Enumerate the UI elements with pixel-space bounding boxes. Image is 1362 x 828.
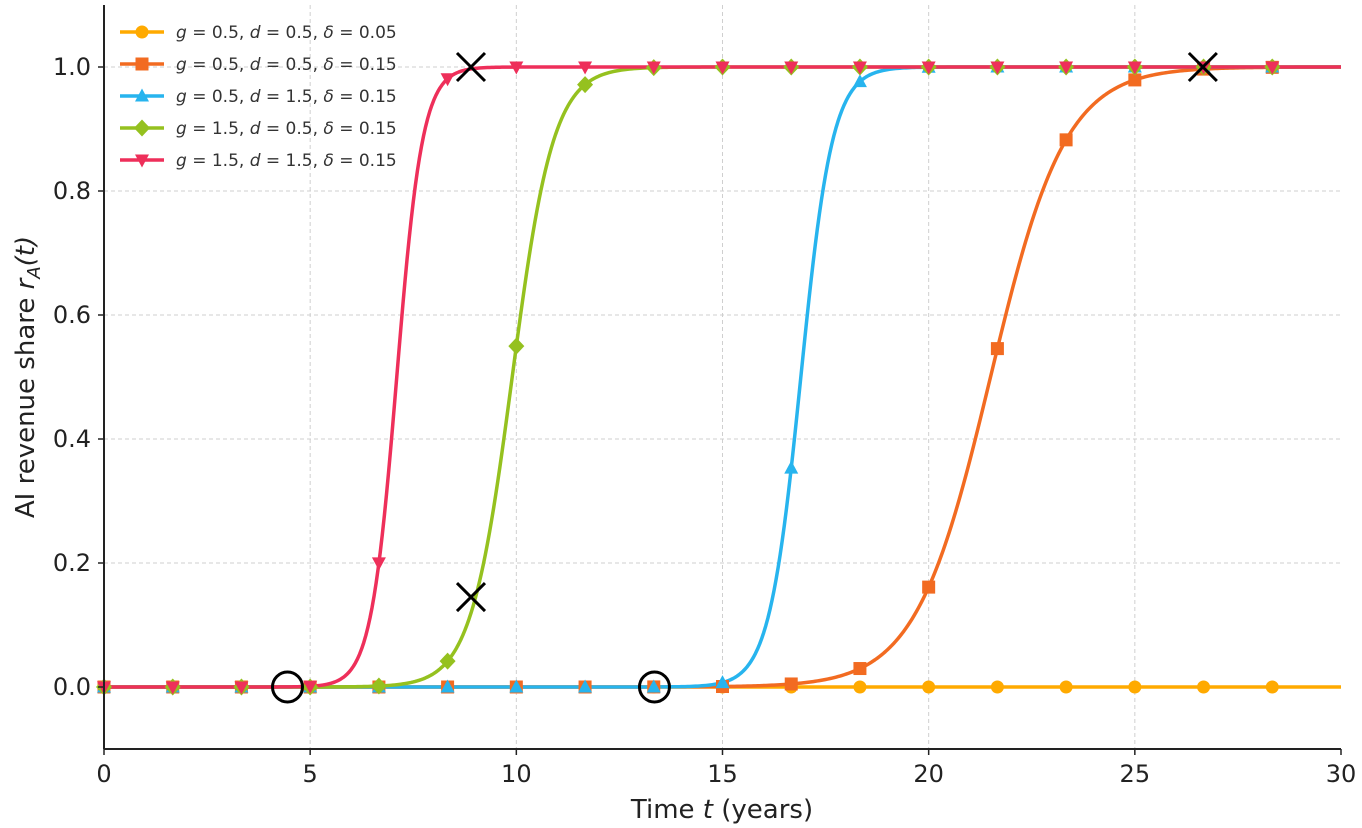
series-5-point bbox=[1127, 61, 1142, 75]
series-3-point bbox=[646, 679, 661, 693]
axes bbox=[98, 5, 1342, 755]
series-1-point bbox=[853, 680, 867, 694]
series-5-point bbox=[715, 61, 730, 75]
y-tick-label: 0.4 bbox=[53, 425, 91, 453]
legend-swatch-marker bbox=[135, 25, 149, 39]
series-5-point bbox=[646, 61, 661, 75]
y-tick-label: 1.0 bbox=[53, 53, 91, 81]
annotation-cross bbox=[1187, 51, 1218, 83]
series-3-point bbox=[784, 460, 799, 474]
series-5-point bbox=[1265, 61, 1280, 75]
series-5-point bbox=[578, 61, 593, 75]
legend-item: g = 1.5, d = 1.5, δ = 0.15 bbox=[120, 151, 397, 171]
series-5-point bbox=[165, 681, 180, 695]
series-2-point bbox=[1128, 73, 1142, 87]
legend-swatch-marker bbox=[134, 119, 150, 137]
y-tick-label: 0.0 bbox=[53, 673, 91, 701]
annotation-cross bbox=[455, 51, 487, 83]
annotation-circle bbox=[270, 670, 304, 704]
legend-label: g = 1.5, d = 1.5, δ = 0.15 bbox=[176, 151, 397, 171]
legend-item: g = 1.5, d = 0.5, δ = 0.15 bbox=[120, 119, 397, 139]
series-3-point bbox=[578, 679, 593, 693]
series-5-point bbox=[509, 61, 524, 75]
series-2-point bbox=[853, 662, 867, 676]
x-tick-label: 25 bbox=[1120, 760, 1151, 788]
grid bbox=[104, 5, 1341, 749]
y-axis-label: AI revenue share rA(t) bbox=[11, 236, 45, 518]
series-1-point bbox=[1265, 680, 1279, 694]
series-5-point bbox=[371, 557, 386, 571]
annotations bbox=[270, 51, 1218, 704]
legend-label: g = 0.5, d = 0.5, δ = 0.15 bbox=[176, 55, 397, 75]
legend-label: g = 1.5, d = 0.5, δ = 0.15 bbox=[176, 119, 397, 139]
x-tick-label: 0 bbox=[96, 760, 111, 788]
x-tick-label: 10 bbox=[501, 760, 532, 788]
legend-item: g = 0.5, d = 1.5, δ = 0.15 bbox=[120, 87, 397, 107]
legend: g = 0.5, d = 0.5, δ = 0.05 g = 0.5, d = 0… bbox=[120, 23, 397, 171]
legend-label: g = 0.5, d = 1.5, δ = 0.15 bbox=[176, 87, 397, 107]
x-tick-label: 15 bbox=[707, 760, 738, 788]
series-4-point bbox=[508, 337, 525, 355]
annotation-circle bbox=[637, 670, 671, 704]
series-5-point bbox=[784, 61, 799, 75]
series-5-point bbox=[990, 61, 1005, 75]
tick-labels: 0 5 10 15 20 25 30 0.0 0.2 0.4 0.6 0.8 1.0 bbox=[53, 53, 1356, 788]
series-1-point bbox=[1197, 680, 1211, 694]
series-2-point bbox=[922, 580, 936, 594]
series-4-point bbox=[577, 76, 594, 94]
y-tick-label: 0.8 bbox=[53, 177, 91, 205]
legend-swatch-marker bbox=[135, 154, 149, 168]
series-4-point bbox=[370, 677, 387, 695]
series-3-point bbox=[509, 679, 524, 693]
series-5-point bbox=[440, 73, 455, 87]
series-1-point bbox=[1059, 680, 1073, 694]
series-5-point bbox=[303, 680, 318, 694]
legend-swatch-marker bbox=[135, 88, 149, 102]
series-5-point bbox=[234, 681, 249, 695]
x-tick-label: 20 bbox=[913, 760, 944, 788]
series-3-point bbox=[440, 679, 455, 693]
x-tick-label: 5 bbox=[303, 760, 318, 788]
y-tick-label: 0.6 bbox=[53, 301, 91, 329]
x-axis-label: Time t (years) bbox=[630, 795, 813, 825]
legend-item: g = 0.5, d = 0.5, δ = 0.05 bbox=[120, 23, 397, 43]
series-1-point bbox=[1128, 680, 1142, 694]
series-2-point bbox=[1059, 133, 1073, 147]
series-1-point bbox=[922, 680, 936, 694]
series-5-point bbox=[921, 61, 936, 75]
series-2-point bbox=[990, 342, 1004, 356]
series-4-point bbox=[439, 652, 456, 670]
legend-label: g = 0.5, d = 0.5, δ = 0.05 bbox=[176, 23, 397, 43]
legend-item: g = 0.5, d = 0.5, δ = 0.15 bbox=[120, 55, 397, 75]
y-tick-label: 0.2 bbox=[53, 549, 91, 577]
annotation-cross bbox=[455, 582, 487, 613]
legend-swatch-marker bbox=[135, 57, 149, 71]
x-tick-label: 30 bbox=[1326, 760, 1357, 788]
series-5-point bbox=[1059, 61, 1074, 75]
series-2-point bbox=[784, 677, 798, 691]
series-5-point bbox=[852, 61, 867, 75]
series-3-point bbox=[852, 74, 867, 88]
series-3-point bbox=[715, 675, 730, 689]
series-1-point bbox=[990, 680, 1004, 694]
